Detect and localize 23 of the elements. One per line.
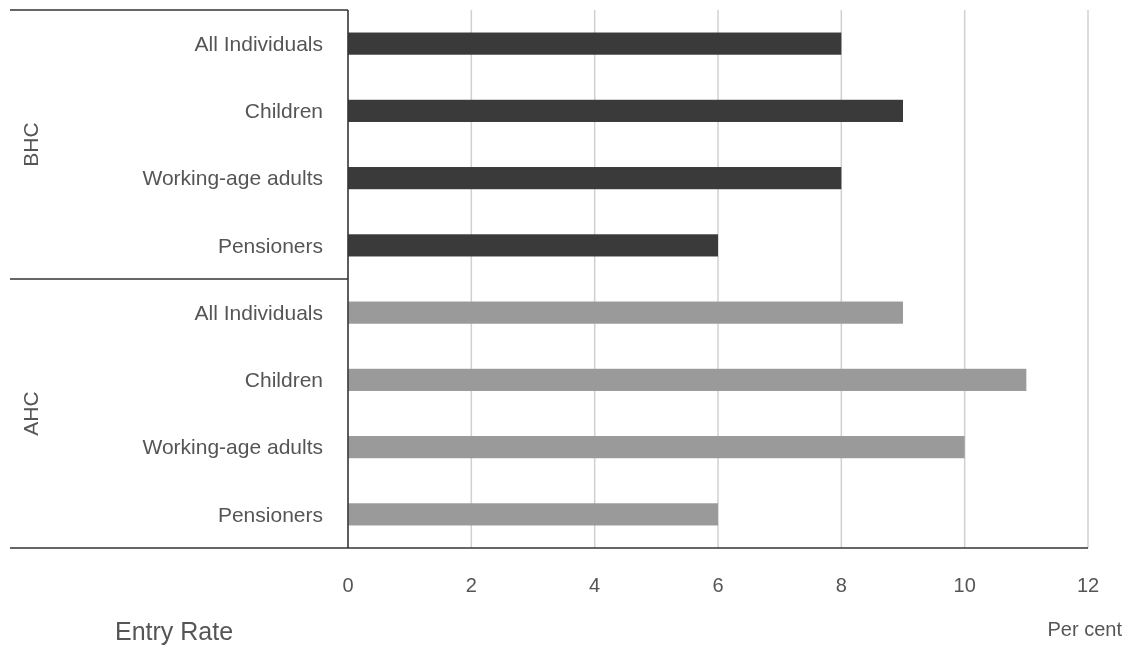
bar xyxy=(348,368,1027,391)
bar xyxy=(348,301,903,324)
y-tick-label: All Individuals xyxy=(194,300,323,324)
x-axis-title: Per cent xyxy=(1047,618,1123,640)
x-tick-label: 2 xyxy=(465,574,477,596)
bar xyxy=(348,436,965,459)
x-tick-label: 0 xyxy=(342,574,354,596)
x-tick-label: 12 xyxy=(1076,574,1100,596)
y-tick-label: Children xyxy=(244,99,323,123)
y-tick-label: All Individuals xyxy=(194,31,323,55)
y-tick-label: Pensioners xyxy=(217,502,323,526)
x-tick-label: 10 xyxy=(953,574,976,596)
y-tick-label: Working-age adults xyxy=(142,166,323,190)
bar xyxy=(348,503,718,526)
text: AHC xyxy=(19,391,42,436)
x-tick-label: 8 xyxy=(835,574,847,596)
y-tick-label: Children xyxy=(244,368,323,392)
text: Entry Rate xyxy=(115,617,234,645)
x-tick-label: 4 xyxy=(589,574,601,596)
text: BHC xyxy=(19,122,42,167)
y-tick-label: Pensioners xyxy=(217,233,323,257)
y-tick-label: Working-age adults xyxy=(142,435,323,459)
x-tick-label: 6 xyxy=(712,574,724,596)
